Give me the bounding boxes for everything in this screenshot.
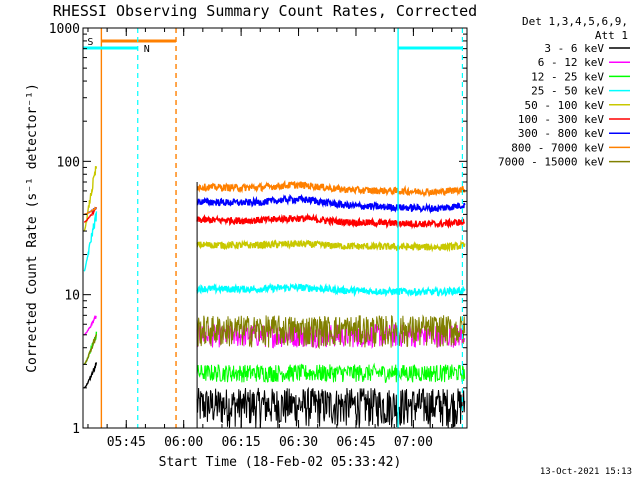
- series-line-5: [196, 239, 466, 253]
- x-tick-label-2: 06:00: [164, 435, 203, 450]
- legend-label-8: 800 - 7000 keV: [511, 141, 604, 154]
- plot-frame: [82, 27, 468, 429]
- series-pre-1: [83, 362, 98, 389]
- x-tick-label-3: 06:15: [222, 435, 261, 450]
- y-tick-label-1: 1: [72, 422, 80, 437]
- y-axis-label: Corrected Count Rate (s⁻¹ detector⁻¹): [25, 83, 40, 373]
- y-tick-label-2: 10: [64, 289, 80, 304]
- y-tick-label-3: 100: [57, 155, 80, 170]
- flag-s-label: S: [87, 37, 93, 48]
- x-axis-label: Start Time (18-Feb-02 05:33:42): [159, 455, 402, 470]
- legend-header-2: Att 1: [595, 29, 628, 42]
- flag-n-label: N: [144, 44, 150, 55]
- x-tick-label-1: 05:45: [107, 435, 146, 450]
- series-pre-9: [83, 334, 98, 365]
- series-line-7: [196, 193, 466, 214]
- legend-label-3: 12 - 25 keV: [531, 70, 604, 83]
- y-tick-label-4: 1000: [49, 22, 80, 37]
- legend-label-9: 7000 - 15000 keV: [498, 156, 604, 169]
- x-tick-label-6: 07:00: [394, 435, 433, 450]
- chart-title: RHESSI Observing Summary Count Rates, Co…: [53, 2, 477, 20]
- legend-header-1: Det 1,3,4,5,6,9,: [522, 15, 628, 28]
- series-line-1: [196, 386, 466, 428]
- series-pre-6: [83, 206, 98, 223]
- series-line-9: [196, 314, 466, 350]
- legend-label-7: 300 - 800 keV: [518, 127, 604, 140]
- legend-label-5: 50 - 100 keV: [525, 99, 605, 112]
- series-line-4: [196, 282, 466, 298]
- x-tick-label-5: 06:45: [336, 435, 375, 450]
- timestamp-label: 13-Oct-2021 15:13: [540, 467, 632, 477]
- legend-label-4: 25 - 50 keV: [531, 85, 604, 98]
- legend-label-2: 6 - 12 keV: [538, 56, 605, 69]
- axes: S N 1 10 100 1000 05:45 06:00 06:15 06:30 06:45 07:…: [49, 22, 468, 450]
- series-line-8: [196, 179, 466, 198]
- series-line-3: [196, 362, 466, 384]
- series-pre-4: [83, 211, 98, 272]
- x-tick-label-4: 06:30: [279, 435, 318, 450]
- series-line-6: [196, 212, 465, 230]
- legend-label-1: 3 - 6 keV: [544, 42, 604, 55]
- legend-label-6: 100 - 300 keV: [518, 113, 604, 126]
- series-pre-2: [83, 315, 97, 336]
- plot-marks: [83, 165, 466, 428]
